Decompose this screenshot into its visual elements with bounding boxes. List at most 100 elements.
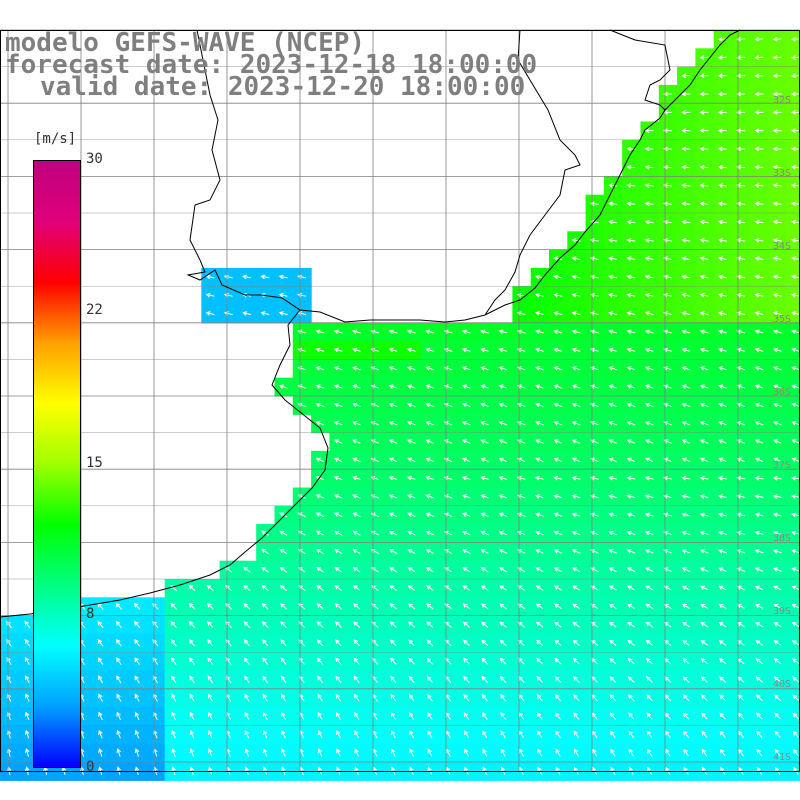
wind-arrow [335,711,342,720]
wind-arrow [736,109,746,115]
wind-arrow [535,494,544,499]
wind-arrow [334,512,343,518]
wind-arrow [772,366,782,371]
wind-arrow [754,530,764,536]
wind-arrow [553,494,563,499]
wind-arrow [736,530,746,536]
wind-arrow [736,347,746,353]
wind-arrow [754,164,764,170]
wind-arrow [406,329,416,335]
wind-arrow [772,238,782,243]
wind-arrow [352,548,361,555]
wind-arrow [24,620,31,629]
wind-arrow [717,311,727,316]
wind-arrow [389,603,397,610]
wind-arrow [243,602,251,610]
wind-arrow [553,549,562,554]
wind-arrow [736,36,746,42]
wind-arrow [461,347,471,353]
wind-arrow [98,748,103,757]
lat-label: 36S [773,387,792,398]
wind-arrow [388,402,398,408]
wind-arrow [699,164,709,170]
wind-arrow [481,621,489,628]
wind-arrow [535,512,544,517]
wind-arrow [280,675,287,684]
wind-arrow [189,711,195,721]
wind-arrow [427,693,433,702]
wind-arrow [408,639,415,647]
wind-arrow [736,256,746,261]
wind-arrow [699,146,709,152]
wind-arrow [791,402,800,408]
wind-speed-cells [0,30,800,781]
wind-arrow [498,475,508,481]
wind-arrow [535,384,544,389]
wind-arrow [736,183,746,188]
wind-arrow [791,36,800,42]
wind-arrow [772,55,782,60]
wind-arrow [571,238,581,243]
wind-arrow [718,402,727,408]
wind-arrow [333,347,343,353]
wind-arrow [754,457,764,463]
wind-arrow [25,675,30,684]
wind-arrow [681,128,691,133]
wind-arrow [24,747,30,757]
wind-arrow [736,128,746,133]
wind-arrow [663,567,672,573]
wind-arrow [480,567,489,573]
wind-arrow [261,548,269,555]
wind-arrow [498,329,508,335]
wind-arrow [626,311,636,316]
wind-arrow [626,183,636,188]
wind-arrow [116,675,122,684]
wind-arrow [553,457,563,463]
wind-arrow [390,730,396,739]
wind-arrow [718,347,727,353]
wind-arrow [628,730,635,739]
wind-arrow [553,329,563,335]
wind-arrow [316,585,324,592]
wind-arrow [717,55,727,60]
wind-arrow [645,621,654,628]
wind-arrow [754,256,764,261]
wind-arrow [773,676,782,683]
wind-arrow [682,621,690,628]
wind-arrow [316,621,324,628]
wind-arrow [736,146,746,152]
wind-arrow [627,694,635,702]
wind-arrow [756,748,763,757]
wind-arrow [644,238,654,243]
wind-arrow [719,676,727,683]
wind-arrow [334,585,343,592]
wind-arrow [719,730,726,738]
wind-arrow [407,512,416,518]
wind-arrow [791,146,800,152]
wind-arrow [699,402,709,408]
wind-arrow [736,201,746,207]
wind-arrow [535,347,544,353]
wind-arrow [681,549,691,554]
wind-arrow [535,530,544,536]
wind-arrow [626,347,636,353]
wind-arrow [663,384,672,389]
wind-arrow [134,729,140,739]
wind-arrow [608,567,617,573]
wind-arrow [480,530,489,536]
wind-arrow [754,73,764,79]
wind-arrow [517,621,525,628]
wind-arrow [462,439,471,444]
wind-arrow [736,329,746,335]
wind-arrow [791,201,800,207]
valid-date-label: valid date: 2023-12-20 18:00:00 [40,72,526,102]
wind-arrow [170,584,178,592]
wind-arrow [262,748,268,757]
wind-arrow [188,584,196,592]
wind-arrow [791,640,800,646]
wind-arrow [317,657,324,665]
wind-arrow [480,549,489,554]
wind-arrow [626,366,636,371]
wind-arrow [553,347,563,353]
wind-arrow [791,585,800,591]
